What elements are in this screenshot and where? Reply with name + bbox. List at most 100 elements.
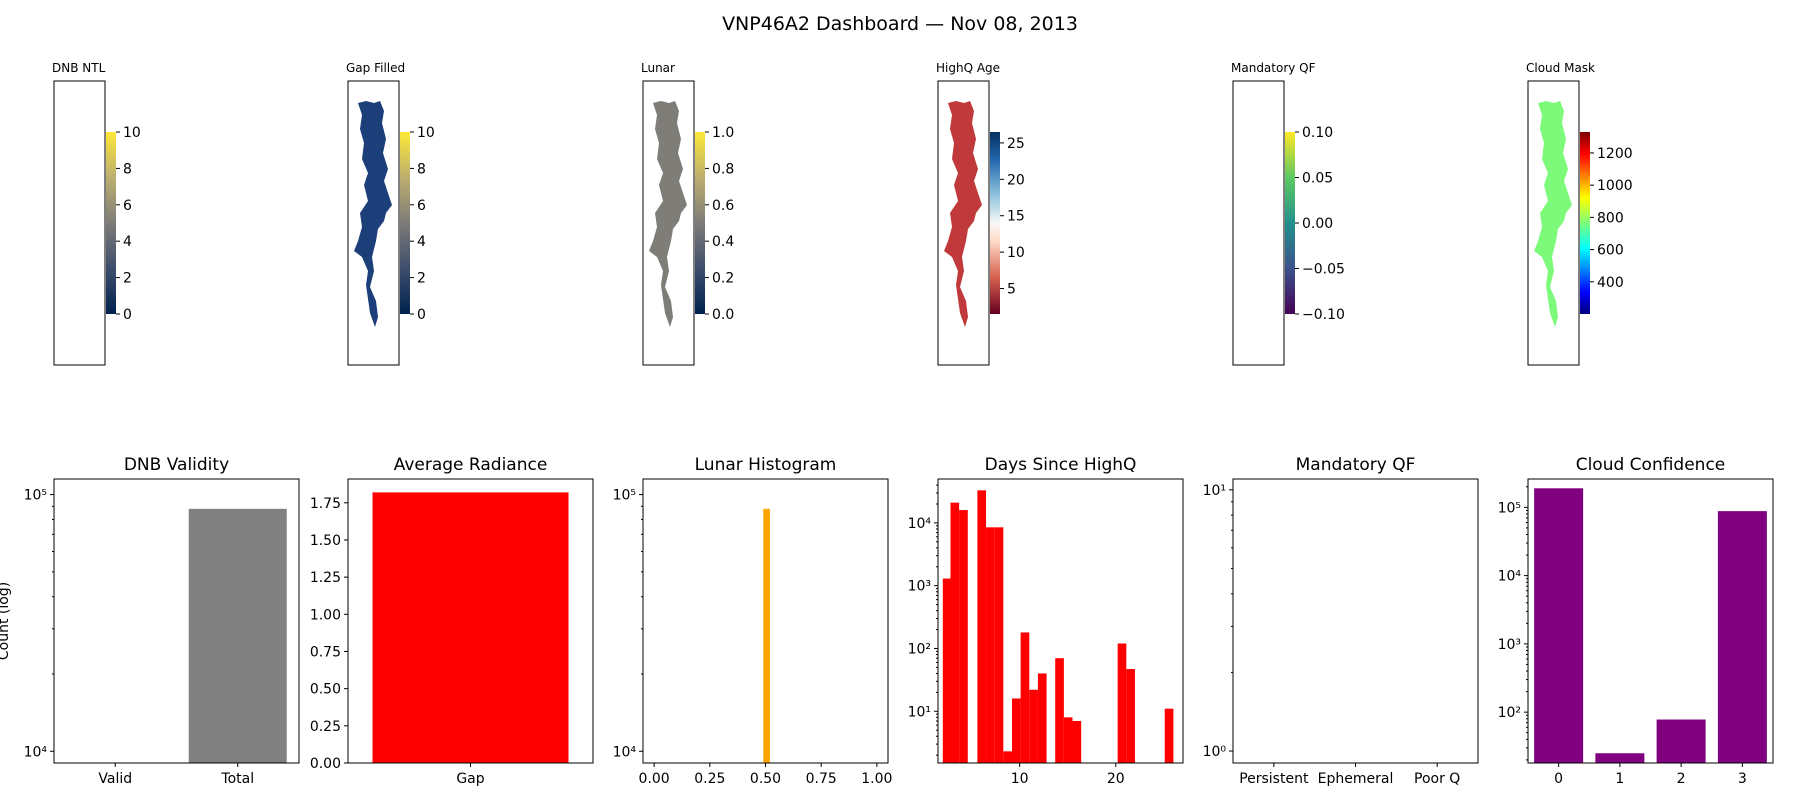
- colorbar-tick-label: 400: [1597, 275, 1624, 291]
- y-tick-label: 10¹: [1203, 483, 1226, 499]
- histogram-bin: [763, 508, 770, 763]
- colorbar-tick-label: 0.4: [712, 234, 734, 250]
- x-tick-label: Total: [220, 771, 254, 787]
- x-tick-label: Poor Q: [1414, 771, 1460, 787]
- colorbar-tick-label: 0.8: [712, 161, 734, 177]
- map-panel-4: HighQ Age 5 10 15 20 25: [936, 61, 1025, 366]
- chart-title: Cloud Confidence: [1576, 455, 1726, 475]
- colorbar-tick-label: 20: [1007, 172, 1025, 188]
- chart-title: DNB Validity: [124, 455, 229, 475]
- map-title: Gap Filled: [346, 61, 405, 75]
- colorbar-tick-label: 1200: [1597, 146, 1633, 162]
- bar: [188, 508, 287, 763]
- x-tick-label: 1: [1615, 771, 1624, 787]
- colorbar-tick-label: 800: [1597, 210, 1624, 226]
- axes-frame: [1527, 478, 1774, 764]
- histogram-bin: [1164, 708, 1174, 763]
- x-tick-label: Valid: [98, 771, 132, 787]
- x-tick-label: 2: [1677, 771, 1686, 787]
- histogram-bin: [994, 527, 1004, 763]
- region-shape: [1534, 101, 1572, 327]
- colorbar: [1580, 132, 1590, 314]
- histogram-bin: [986, 527, 995, 763]
- map-panel-5: Mandatory QF −0.10 −0.05 0.00 0.05 0.10: [1231, 61, 1345, 366]
- region-shape: [649, 101, 687, 327]
- histogram-bin: [1063, 717, 1073, 763]
- colorbar: [990, 132, 1000, 314]
- y-tick-label: 1.50: [310, 533, 341, 549]
- colorbar-tick-label: 6: [123, 198, 132, 214]
- y-tick-label: 10²: [1498, 705, 1521, 721]
- colorbar-tick-label: 25: [1007, 136, 1025, 152]
- chart-panel-5: Mandatory QF Persistent Ephemeral Poor Q 10⁰…: [1203, 455, 1479, 787]
- region-shape: [944, 101, 982, 327]
- colorbar-tick-label: 15: [1007, 209, 1025, 225]
- y-tick-label: 10⁴: [908, 516, 932, 532]
- y-tick-label: 10¹: [908, 704, 931, 720]
- colorbar-tick-label: 2: [123, 271, 132, 287]
- x-tick-label: 1.00: [861, 771, 892, 787]
- histogram-bin: [959, 510, 968, 763]
- y-tick-label: 0.25: [310, 719, 341, 735]
- axes-frame: [1232, 478, 1479, 764]
- histogram-bin: [1003, 751, 1012, 763]
- x-tick-label: 0.25: [694, 771, 725, 787]
- colorbar-tick-label: 4: [417, 234, 426, 250]
- colorbar-tick-label: 0.2: [712, 271, 734, 287]
- colorbar-tick-label: −0.05: [1302, 262, 1345, 278]
- y-tick-label: 10⁵: [1498, 500, 1521, 516]
- x-tick-label: 0.75: [806, 771, 837, 787]
- bar: [372, 492, 569, 763]
- axes-frame: [347, 478, 594, 764]
- y-tick-label: 1.25: [310, 570, 341, 586]
- y-tick-label: 10²: [908, 641, 931, 657]
- colorbar: [106, 132, 116, 314]
- map-title: Cloud Mask: [1526, 61, 1595, 75]
- colorbar: [1285, 132, 1295, 314]
- histogram-bin: [977, 490, 987, 763]
- chart-panel-6: Cloud Confidence 0 1 2 3 10² 10³ 10⁴ 10⁵: [1498, 455, 1774, 787]
- colorbar-tick-label: 1000: [1597, 178, 1633, 194]
- bar: [1595, 753, 1645, 763]
- colorbar-tick-label: 10: [1007, 245, 1025, 261]
- chart-title: Average Radiance: [394, 455, 548, 475]
- colorbar-tick-label: 0: [417, 307, 426, 323]
- axes-frame: [642, 478, 889, 764]
- colorbar-tick-label: 0.00: [1302, 216, 1333, 232]
- y-tick-label: 10⁰: [1203, 744, 1227, 760]
- region-shape: [354, 101, 392, 327]
- map-title: Lunar: [641, 61, 675, 75]
- map-panel-2: Gap Filled 0 2 4 6 8 10: [346, 61, 435, 366]
- colorbar-tick-label: −0.10: [1302, 307, 1345, 323]
- map-panel-1: DNB NTL 0 2 4 6 8 10: [52, 61, 141, 366]
- chart-panel-3: Lunar Histogram 0.00 0.25 0.50 0.75 1.00 10⁴ 10…: [613, 455, 893, 787]
- y-tick-label: 1.00: [310, 607, 341, 623]
- chart-title: Lunar Histogram: [695, 455, 837, 475]
- y-tick-label: 1.75: [310, 496, 341, 512]
- chart-panel-1: DNB Validity Valid Total 10⁴ 10⁵ Count (log): [0, 455, 300, 787]
- y-tick-label: 10⁵: [24, 488, 47, 504]
- colorbar-tick-label: 5: [1007, 282, 1016, 298]
- histogram-bin: [1037, 673, 1047, 763]
- colorbar-tick-label: 10: [417, 125, 435, 141]
- y-tick-label: 0.50: [310, 682, 341, 698]
- map-title: DNB NTL: [52, 61, 106, 75]
- colorbar-tick-label: 0.10: [1302, 125, 1333, 141]
- y-tick-label: 10³: [1498, 637, 1521, 653]
- map-title: HighQ Age: [936, 61, 1000, 75]
- colorbar-tick-label: 0.05: [1302, 171, 1333, 187]
- bar: [1656, 719, 1706, 763]
- histogram-bin: [950, 502, 960, 763]
- map-frame: [53, 80, 106, 366]
- chart-title: Days Since HighQ: [985, 455, 1137, 475]
- colorbar-tick-label: 8: [417, 161, 426, 177]
- x-tick-label: 3: [1738, 771, 1747, 787]
- y-tick-label: 10⁴: [613, 744, 637, 760]
- y-tick-label: 10⁵: [613, 488, 636, 504]
- histogram-bin: [1117, 643, 1127, 763]
- colorbar: [695, 132, 705, 314]
- histogram-bin: [1020, 632, 1030, 763]
- histogram-bin: [1126, 669, 1135, 763]
